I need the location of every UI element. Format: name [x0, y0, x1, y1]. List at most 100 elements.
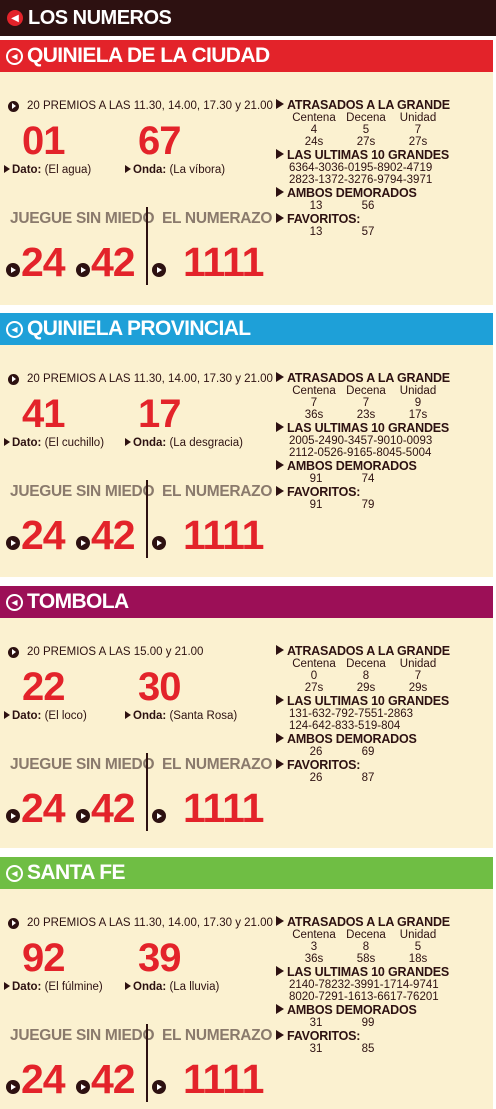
ultimas-line-1: 2140-78232-3991-1714-9741	[289, 979, 439, 991]
triangle-icon	[276, 759, 284, 769]
ultimas-line-1: 131-632-792-7551-2863	[289, 708, 414, 720]
triangle-icon	[276, 645, 284, 655]
numerazo-value: 1111	[183, 239, 264, 285]
lottery-section: ◀ TOMBOLA 20 PREMIOS A LAS 15.00 y 21.00…	[0, 586, 493, 848]
lottery-section: ◀ QUINIELA PROVINCIAL 20 PREMIOS A LAS 1…	[0, 313, 493, 577]
triangle-icon	[4, 438, 10, 446]
section-title: SANTA FE	[27, 861, 125, 884]
favoritos-values: 31 85	[309, 1043, 375, 1055]
atrasados-sorteos: 24s 27s 27s	[304, 136, 428, 148]
top-header: ◀ LOS NUMEROS	[0, 0, 496, 36]
play-icon	[76, 263, 90, 277]
premios-line: 20 PREMIOS A LAS 11.30, 14.00, 17.30 y 2…	[8, 917, 273, 929]
page-title: LOS NUMEROS	[28, 6, 172, 29]
dato-label: Dato:	[12, 710, 42, 722]
onda-text: (La desgracia)	[169, 437, 243, 449]
section-header: ◀ QUINIELA PROVINCIAL	[0, 313, 493, 345]
juegue-label: JUEGUE SIN MIEDO	[10, 756, 155, 773]
numerazo-label: EL NUMERAZO	[162, 756, 273, 773]
dato-caption: Dato: (El loco)	[4, 710, 87, 722]
ultimas-heading: LAS ULTIMAS 10 GRANDES	[276, 694, 491, 708]
juegue-value: 42	[91, 512, 136, 558]
dato-number: 01	[22, 119, 65, 163]
dato-text: (El agua)	[44, 164, 92, 176]
ambos-heading: AMBOS DEMORADOS	[276, 1003, 491, 1017]
triangle-icon	[276, 1030, 284, 1040]
atrasados-heading: ATRASADOS A LA GRANDE	[276, 98, 491, 112]
ultimas-line-2: 2823-1372-3276-9794-3971	[289, 174, 433, 186]
premios-text: 20 PREMIOS A LAS 11.30, 14.00, 17.30 y 2…	[27, 100, 273, 112]
juegue-value: 42	[91, 785, 136, 831]
dato-number: 22	[22, 665, 65, 709]
onda-label: Onda:	[133, 437, 167, 449]
play-icon	[76, 536, 90, 550]
stats-panel: ATRASADOS A LA GRANDE Centena Decena Unida…	[276, 644, 491, 784]
play-icon	[8, 646, 19, 658]
arrow-left-icon: ◀	[6, 47, 23, 65]
triangle-icon	[125, 982, 131, 990]
lottery-section: ◀ QUINIELA DE LA CIUDAD 20 PREMIOS A LAS…	[0, 40, 493, 305]
onda-text: (La lluvia)	[169, 981, 220, 993]
onda-label: Onda:	[133, 981, 167, 993]
divider	[146, 207, 148, 285]
onda-label: Onda:	[133, 710, 167, 722]
juegue-label: JUEGUE SIN MIEDO	[10, 210, 155, 227]
dato-caption: Dato: (El cuchillo)	[4, 437, 104, 449]
ambos-values: 91 74	[309, 473, 375, 485]
ultimas-heading: LAS ULTIMAS 10 GRANDES	[276, 965, 491, 979]
play-icon	[6, 809, 20, 823]
triangle-icon	[276, 733, 284, 743]
play-icon	[152, 536, 166, 550]
divider	[146, 753, 148, 831]
play-icon	[8, 373, 19, 385]
triangle-icon	[4, 711, 10, 719]
atrasados-sorteos: 27s 29s 29s	[304, 682, 428, 694]
play-icon	[76, 1080, 90, 1094]
favoritos-heading: FAVORITOS:	[276, 758, 491, 772]
triangle-icon	[276, 187, 284, 197]
arrow-left-icon: ◀	[6, 593, 23, 611]
favoritos-values: 26 87	[309, 772, 375, 784]
juegue-label: JUEGUE SIN MIEDO	[10, 483, 155, 500]
juegue-label: JUEGUE SIN MIEDO	[10, 1027, 155, 1044]
onda-caption: Onda: (La víbora)	[125, 164, 225, 176]
onda-text: (La víbora)	[169, 164, 226, 176]
premios-text: 20 PREMIOS A LAS 11.30, 14.00, 17.30 y 2…	[27, 917, 273, 929]
triangle-icon	[276, 486, 284, 496]
triangle-icon	[276, 99, 284, 109]
ultimas-line-2: 124-642-833-519-804	[289, 720, 401, 732]
divider	[146, 1024, 148, 1102]
atrasados-sorteos: 36s 58s 18s	[304, 953, 428, 965]
lottery-section: ◀ SANTA FE 20 PREMIOS A LAS 11.30, 14.00…	[0, 857, 493, 1109]
stats-panel: ATRASADOS A LA GRANDE Centena Decena Unida…	[276, 98, 491, 238]
atrasados-cols: Centena Decena Unidad	[292, 385, 437, 397]
juegue-value: 42	[91, 239, 136, 285]
favoritos-heading: FAVORITOS:	[276, 1029, 491, 1043]
juegue-number-1: 24	[6, 788, 66, 829]
premios-text: 20 PREMIOS A LAS 15.00 y 21.00	[27, 646, 204, 658]
dato-label: Dato:	[12, 164, 42, 176]
arrow-left-icon: ◀	[6, 864, 23, 882]
dato-caption: Dato: (El fúlmine)	[4, 981, 103, 993]
numerazo-number: 1111	[152, 515, 264, 556]
juegue-value: 24	[21, 512, 66, 558]
dato-number: 92	[22, 936, 65, 980]
juegue-value: 24	[21, 239, 66, 285]
ambos-values: 31 99	[309, 1017, 375, 1029]
numerazo-value: 1111	[183, 785, 264, 831]
premios-line: 20 PREMIOS A LAS 11.30, 14.00, 17.30 y 2…	[8, 100, 273, 112]
numerazo-label: EL NUMERAZO	[162, 1027, 273, 1044]
favoritos-heading: FAVORITOS:	[276, 485, 491, 499]
juegue-number-2: 42	[76, 785, 136, 831]
ambos-heading: AMBOS DEMORADOS	[276, 459, 491, 473]
arrow-left-icon: ◀	[7, 10, 23, 26]
atrasados-cols: Centena Decena Unidad	[292, 112, 437, 124]
dato-caption: Dato: (El agua)	[4, 164, 91, 176]
dato-label: Dato:	[12, 981, 42, 993]
section-header: ◀ TOMBOLA	[0, 586, 493, 618]
atrasados-cols: Centena Decena Unidad	[292, 929, 437, 941]
atrasados-heading: ATRASADOS A LA GRANDE	[276, 644, 491, 658]
section-title: QUINIELA PROVINCIAL	[27, 317, 251, 340]
play-icon	[6, 1080, 20, 1094]
